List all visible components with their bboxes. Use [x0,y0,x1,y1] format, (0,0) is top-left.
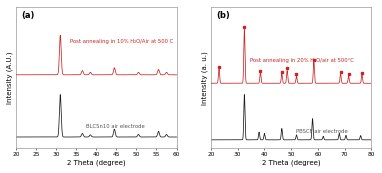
Text: Post annealing in 10% H₂O/Air at 500 C: Post annealing in 10% H₂O/Air at 500 C [70,39,173,44]
Text: (b): (b) [216,11,230,20]
Y-axis label: Intensity (A.U.): Intensity (A.U.) [7,51,13,104]
Y-axis label: Intensity (a. u.): Intensity (a. u.) [202,51,208,104]
Text: (a): (a) [21,11,34,20]
Text: Post annealing in 20% H₂O/air at 500°C: Post annealing in 20% H₂O/air at 500°C [250,58,354,63]
X-axis label: 2 Theta (degree): 2 Theta (degree) [67,160,126,166]
X-axis label: 2 Theta (degree): 2 Theta (degree) [262,160,320,166]
Text: PBSCF air electrode: PBSCF air electrode [296,129,348,134]
Text: BLCSn10 air electrode: BLCSn10 air electrode [86,124,145,129]
